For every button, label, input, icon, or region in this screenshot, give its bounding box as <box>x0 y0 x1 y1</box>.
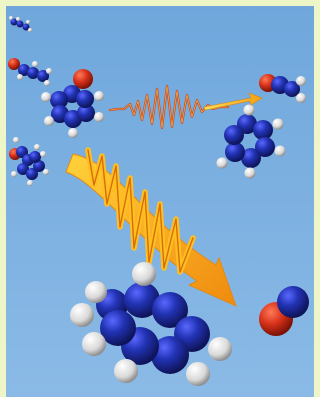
arrow-icon <box>65 147 237 307</box>
molecule-upper-middle-icon <box>41 69 104 138</box>
molecule-upper-right-icon <box>259 74 306 103</box>
molecule-left-middle-icon <box>9 137 49 186</box>
molecule-bottom-right-icon <box>259 286 309 336</box>
molecule-small-top-icon <box>8 58 52 86</box>
figure-panel <box>6 6 314 397</box>
pulse-icon <box>108 84 230 130</box>
molecule-bottom-icon <box>70 262 232 386</box>
molecular-scene <box>6 6 314 397</box>
molecule-right-icon <box>216 104 286 179</box>
small-arrow-icon <box>203 92 263 111</box>
tiny-molecule-icon <box>9 16 32 32</box>
